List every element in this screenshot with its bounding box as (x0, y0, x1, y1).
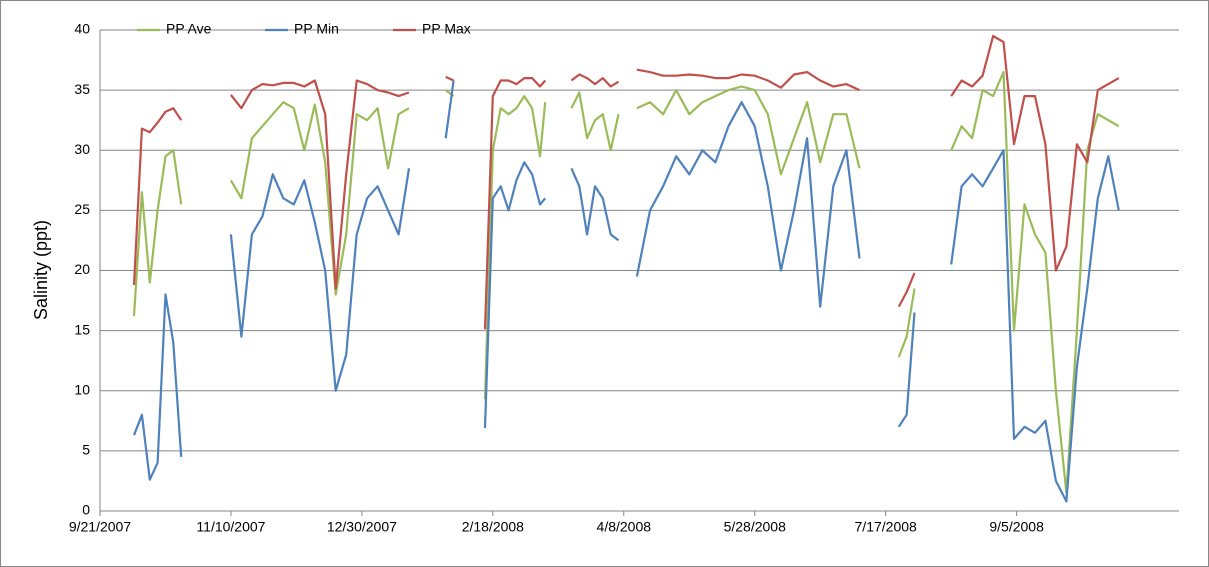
series-line (132, 80, 1120, 503)
y-tick-label: 0 (82, 502, 90, 518)
legend-label: PP Min (294, 21, 339, 37)
y-tick-label: 25 (74, 201, 90, 217)
x-tick-label: 12/30/2007 (327, 519, 397, 535)
y-tick-label: 20 (74, 261, 90, 277)
y-tick-label: 10 (74, 381, 90, 397)
legend-label: PP Max (422, 21, 471, 37)
x-tick-label: 7/17/2008 (855, 519, 917, 535)
y-tick-label: 5 (82, 442, 90, 458)
y-axis-label: Salinity (ppt) (31, 220, 51, 320)
x-tick-label: 4/8/2008 (597, 519, 652, 535)
series-line (132, 34, 1120, 330)
series-line (132, 71, 1120, 495)
y-tick-label: 30 (74, 141, 90, 157)
x-tick-label: 2/18/2008 (462, 519, 524, 535)
x-tick-label: 9/5/2008 (989, 519, 1044, 535)
legend-label: PP Ave (166, 21, 212, 37)
x-tick-label: 9/21/2007 (69, 519, 131, 535)
y-tick-label: 40 (74, 21, 90, 37)
x-tick-label: 5/28/2008 (724, 519, 786, 535)
y-tick-label: 15 (74, 321, 90, 337)
y-tick-label: 35 (74, 81, 90, 97)
x-tick-label: 11/10/2007 (196, 519, 265, 535)
